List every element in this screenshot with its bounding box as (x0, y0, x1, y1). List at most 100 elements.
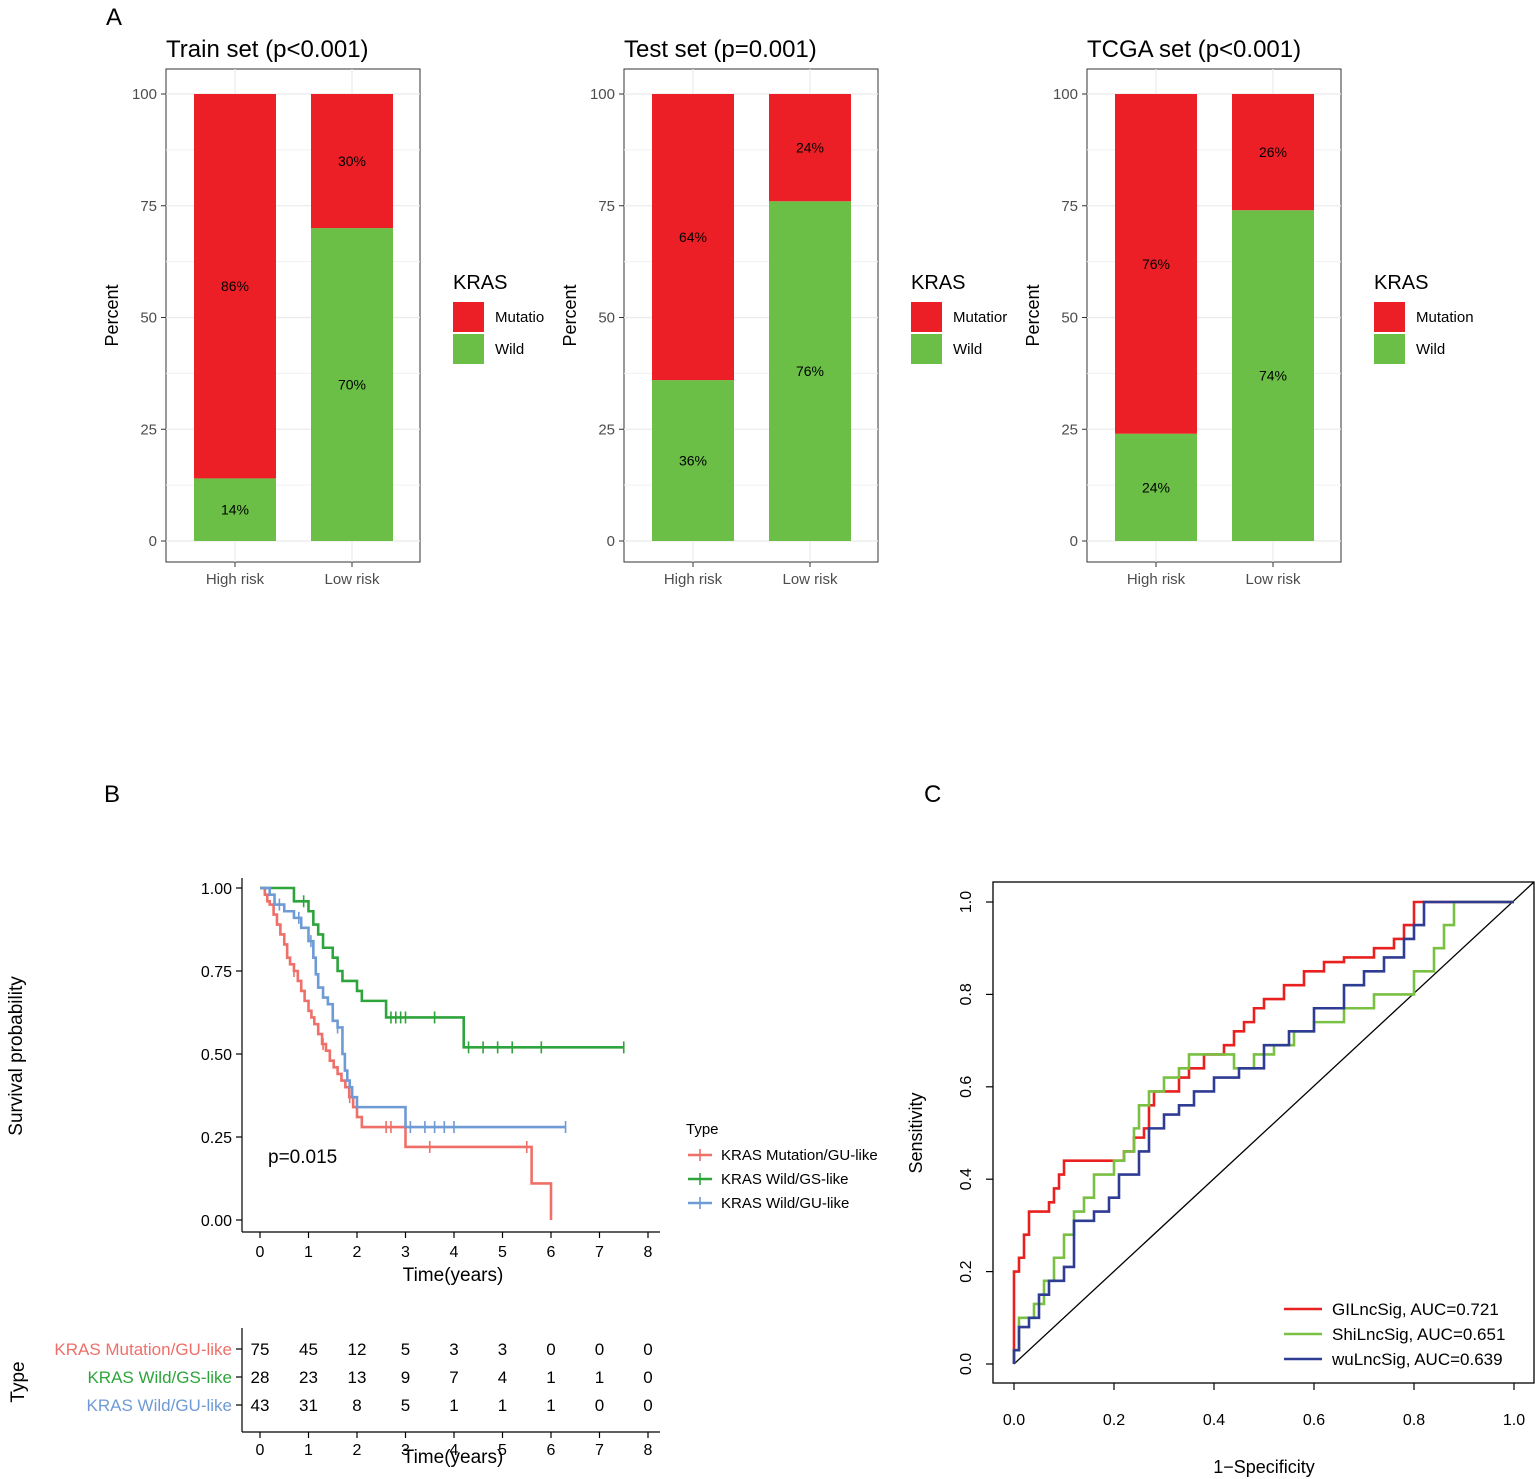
data-label-mutation: 24% (796, 140, 824, 156)
x-axis-title: Time(years) (403, 1447, 504, 1468)
x-tick-label: 5 (498, 1442, 507, 1459)
diagonal-reference-line (1013, 881, 1535, 1365)
risk-count: 43 (251, 1396, 270, 1415)
legend-swatch (453, 334, 484, 364)
km-survival-plot: 0.00 0.25 0.50 0.75 1.00 0 1 2 3 4 5 6 7 8 Time(years)… (6, 878, 878, 1286)
risk-count: 5 (401, 1340, 410, 1359)
legend-swatch (453, 302, 484, 332)
risk-count: 1 (498, 1396, 507, 1415)
bar-wild-low-risk (769, 201, 851, 541)
roc-chart: 0.0 0.2 0.4 0.6 0.8 1.0 0.0 0.2 0.4 0.6 0.8 1.0 1−Sp… (906, 881, 1535, 1477)
risk-count: 23 (299, 1368, 318, 1387)
x-tick-label: 1 (304, 1244, 313, 1261)
x-tick-label: 3 (401, 1442, 410, 1459)
x-tick-label: High risk (664, 571, 723, 588)
bar-mutation-high-risk (652, 94, 734, 381)
x-tick-label: 2 (353, 1244, 362, 1261)
y-tick-label: 25 (140, 421, 157, 438)
data-label-mutation: 26% (1259, 144, 1287, 160)
data-label-wild: 24% (1142, 479, 1170, 495)
y-tick-label: 0 (607, 533, 615, 550)
km-curve-kras-wild-gs-like (260, 886, 624, 1049)
legend-title: KRAS (1374, 272, 1428, 294)
roc-curve-wulncsig-auc-0-639 (1012, 900, 1514, 1364)
x-tick-label: 1.0 (1503, 1412, 1525, 1429)
data-label-wild: 14% (221, 502, 249, 518)
x-tick-label: 0.6 (1303, 1412, 1325, 1429)
risk-row-label-kras-mutation-gu-like: KRAS Mutation/GU-like (54, 1340, 232, 1359)
x-tick-label: High risk (1127, 571, 1186, 588)
legend-entry-kras-mutation-gu-like: KRAS Mutation/GU-like (721, 1147, 878, 1164)
legend-entry-wulncsig-auc-0-639: wuLncSig, AUC=0.639 (1331, 1350, 1503, 1369)
x-tick-label: 0.4 (1203, 1412, 1225, 1429)
km-curve-kras-mutation-gu-like (260, 886, 553, 1220)
chart-title: TCGA set (p<0.001) (1087, 36, 1301, 63)
x-tick-label: Low risk (324, 571, 380, 588)
p-value-annotation: p=0.015 (268, 1147, 337, 1168)
x-tick-label: 0 (256, 1442, 265, 1459)
y-tick-label: 0.0 (958, 1353, 975, 1375)
legend-swatch (911, 302, 942, 332)
risk-count: 12 (348, 1340, 367, 1359)
y-tick-label: 0.8 (958, 983, 975, 1005)
y-tick-label: 50 (1061, 310, 1078, 327)
legend-title: KRAS (911, 272, 965, 294)
x-tick-label: 2 (353, 1442, 362, 1459)
risk-count: 3 (498, 1340, 507, 1359)
legend-entry-kras-wild-gs-like: KRAS Wild/GS-like (721, 1171, 849, 1188)
risk-count: 1 (546, 1368, 555, 1387)
data-label-mutation: 30% (338, 153, 366, 169)
x-tick-label: 4 (450, 1244, 459, 1261)
risk-row-label-kras-wild-gu-like: KRAS Wild/GU-like (87, 1396, 232, 1415)
legend-entry-kras-wild-gu-like: KRAS Wild/GU-like (721, 1195, 849, 1212)
data-label-wild: 74% (1259, 368, 1287, 384)
bar-chart-tcga: TCGA set (p<0.001) 0 25 50 75 100 24% 76% High r… (1023, 36, 1474, 588)
x-axis-title: 1−Specificity (1213, 1457, 1315, 1477)
legend-title: Type (686, 1121, 719, 1138)
bar-chart-train: Train set (p<0.001) 0 25 50 75 100 14% 86% High … (102, 36, 544, 588)
bar-mutation-high-risk (194, 94, 276, 479)
risk-count: 31 (299, 1396, 318, 1415)
risk-count: 1 (449, 1396, 458, 1415)
bar-wild-high-risk (194, 478, 276, 541)
legend-title: KRAS (453, 272, 507, 294)
risk-count: 0 (546, 1340, 555, 1359)
plot-box (992, 881, 1535, 1384)
x-tick-label: 0.8 (1403, 1412, 1425, 1429)
risk-count: 7 (449, 1368, 458, 1387)
bar-wild-high-risk (652, 380, 734, 541)
legend-swatch (1374, 334, 1405, 364)
chart-title: Test set (p=0.001) (624, 36, 817, 63)
y-tick-label: 0.50 (201, 1047, 232, 1064)
bar-chart-test: Test set (p=0.001) 0 25 50 75 100 36% 64% High r… (560, 36, 1007, 588)
risk-count: 1 (595, 1368, 604, 1387)
risk-count: 0 (595, 1396, 604, 1415)
y-axis-title: Percent (1023, 284, 1043, 346)
data-label-wild: 76% (796, 363, 824, 379)
y-tick-label: 0.00 (201, 1213, 232, 1230)
y-tick-label: 0.6 (958, 1076, 975, 1098)
y-axis-title: Percent (102, 284, 122, 346)
y-tick-label: 1.00 (201, 881, 232, 898)
y-tick-label: 75 (1061, 198, 1078, 215)
bar-mutation-high-risk (1115, 94, 1197, 434)
panel-letter-a: A (106, 4, 122, 31)
y-axis-title: Type (8, 1361, 29, 1402)
y-tick-label: 25 (1061, 421, 1078, 438)
y-tick-label: 0.2 (958, 1260, 975, 1282)
x-tick-label: Low risk (1245, 571, 1301, 588)
y-tick-label: 0.25 (201, 1130, 232, 1147)
legend-entry-wild: Wild (1416, 341, 1445, 358)
x-tick-label: 0.2 (1103, 1412, 1125, 1429)
y-axis-title: Survival probability (6, 976, 27, 1136)
chart-title: Train set (p<0.001) (166, 36, 369, 63)
x-tick-label: 8 (644, 1442, 653, 1459)
y-tick-label: 100 (590, 86, 615, 103)
y-tick-label: 100 (132, 86, 157, 103)
y-tick-label: 0.4 (958, 1168, 975, 1190)
roc-curve-shilncsig-auc-0-651 (1012, 900, 1514, 1364)
y-tick-label: 1.0 (958, 891, 975, 913)
legend-swatch (1374, 302, 1405, 332)
x-tick-label: 7 (595, 1244, 604, 1261)
